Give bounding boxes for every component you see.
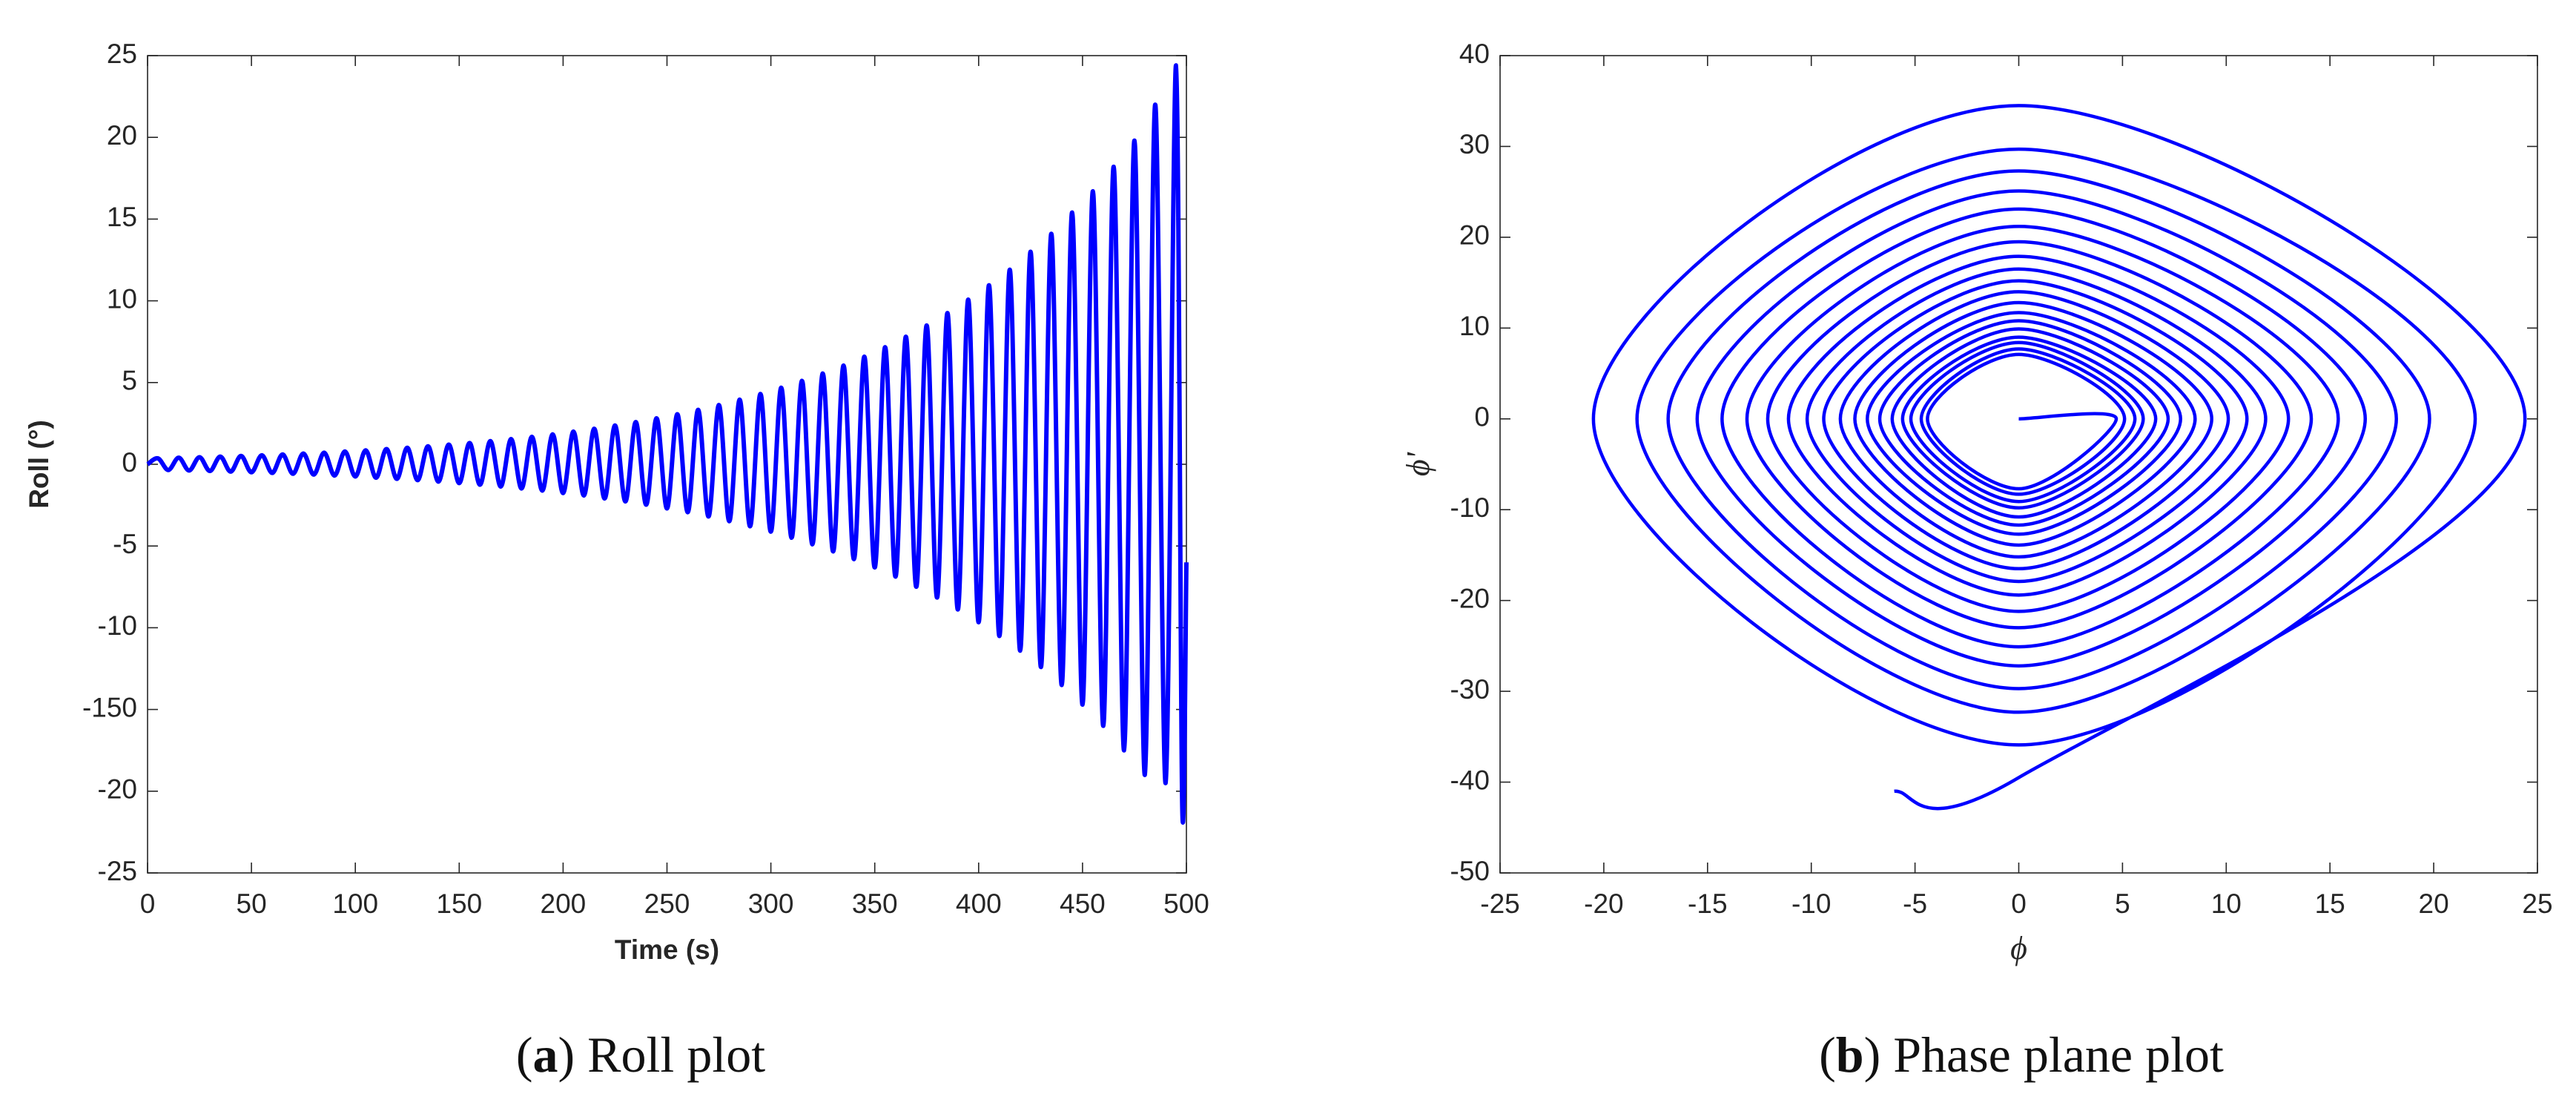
x-tick-label: 0 [140,889,156,919]
x-tick-label: -15 [1688,889,1727,919]
x-tick-label: 10 [2211,889,2242,919]
y-tick-label: 20 [1459,220,1490,251]
y-axis-label: ϕ' [1400,451,1436,476]
x-tick-label: 450 [1060,889,1106,919]
y-tick-label: 10 [1459,311,1490,341]
y-tick-label: -20 [1450,583,1490,613]
y-tick-label: -150 [82,692,137,722]
x-tick-label: 350 [852,889,898,919]
y-tick-label: 30 [1459,129,1490,159]
y-tick-label: -20 [98,774,137,805]
x-tick-label: 5 [2115,889,2130,919]
y-axis-label: Roll (°) [24,420,54,509]
caption: (b) Phase plane plot [1819,1026,2224,1083]
caption-label: a [533,1026,558,1083]
y-tick-label: 0 [1474,402,1490,432]
x-tick-label: 400 [956,889,1002,919]
x-tick-label: 15 [2315,889,2345,919]
y-tick-label: 25 [107,39,137,69]
x-tick-label: 200 [541,889,587,919]
x-tick-label: 100 [332,889,378,919]
caption-text: ) Phase plane plot [1864,1026,2224,1083]
x-tick-label: 20 [2419,889,2449,919]
chart: -25 -20 -15 -10 -5 0 5 10 15 20 25-50-40-30-20-100… [1400,39,2552,1083]
y-tick-label: 0 [122,447,137,478]
y-tick-label: 20 [107,120,137,151]
y-tick-label: -10 [98,610,137,641]
plot-area [147,55,1187,874]
caption-label: b [1836,1026,1864,1083]
caption-prefix: ( [516,1026,533,1083]
y-tick-label: 10 [107,283,137,314]
x-axis-label: Time (s) [615,934,719,965]
x-tick-label: 0 [2011,889,2027,919]
x-tick-label: 25 [2522,889,2552,919]
y-tick-label: 15 [107,202,137,232]
data-line [146,63,1189,825]
y-tick-label: -25 [98,856,137,886]
y-tick-label: -10 [1450,492,1490,523]
caption-prefix: ( [1819,1026,1836,1083]
y-tick-label: -40 [1450,765,1490,795]
x-tick-label: -5 [1903,889,1927,919]
plot-area [1499,55,2538,874]
x-tick-label: 300 [748,889,794,919]
x-tick-label: 500 [1163,889,1209,919]
y-tick-label: 5 [122,366,137,396]
x-tick-label: -20 [1584,889,1623,919]
x-tick-label: -10 [1791,889,1831,919]
x-tick-label: -25 [1480,889,1519,919]
chart: 0 50 100 150 200 250 300 350 400 450 500-25-20-150… [24,39,1209,1083]
y-tick-label: -50 [1450,856,1490,886]
x-tick-label: 50 [237,889,267,919]
x-tick-label: 250 [644,889,690,919]
data-line [1591,104,2527,811]
y-tick-label: 40 [1459,39,1490,69]
x-axis-label: ϕ [2010,930,2027,966]
x-tick-label: 150 [436,889,482,919]
caption-text: ) Roll plot [558,1026,766,1083]
y-tick-label: -30 [1450,674,1490,705]
caption: (a) Roll plot [516,1026,765,1083]
y-tick-label: -5 [113,529,137,559]
